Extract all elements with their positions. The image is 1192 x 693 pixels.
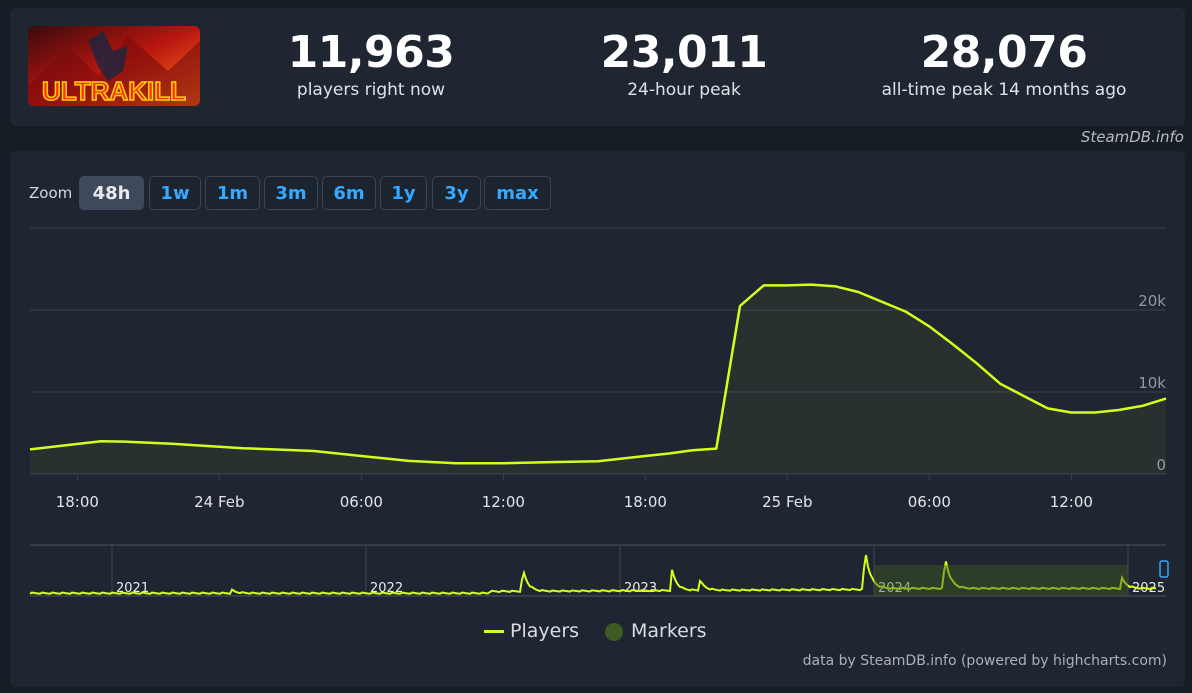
navigator-handle	[1159, 560, 1169, 578]
legend-players-swatch	[484, 630, 504, 633]
all-time-peak-label: all-time peak 14 months ago	[881, 80, 1127, 100]
game-logo-text: ULTRAKILL	[42, 76, 186, 106]
day-peak-value: 23,011	[600, 27, 768, 78]
zoom-label: Zoom	[29, 184, 73, 202]
x-tick-label: 12:00	[482, 493, 525, 511]
zoom-max-button[interactable]: max	[484, 176, 551, 210]
stats-panel: ULTRAKILL 11,963 players right now 23,01…	[10, 8, 1185, 126]
x-tick-label: 24 Feb	[194, 493, 244, 511]
legend-markers-label: Markers	[631, 620, 707, 642]
players-area	[30, 284, 1166, 474]
current-players-value: 11,963	[287, 27, 455, 78]
x-tick-label: 06:00	[908, 493, 951, 511]
zoom-1w-button[interactable]: 1w	[149, 176, 201, 210]
y-tick-label: 20k	[1138, 292, 1166, 310]
steamdb-credit[interactable]: SteamDB.info	[1080, 128, 1184, 146]
zoom-3y-button[interactable]: 3y	[432, 176, 481, 210]
player-count-chart[interactable]: 0 10k 20k 18:00 24 Feb 06:00 12:00 18:00 25 Feb 0…	[10, 151, 1185, 687]
day-peak-label: 24-hour peak	[627, 80, 741, 100]
game-logo[interactable]: ULTRAKILL	[28, 26, 200, 106]
legend-players-label: Players	[510, 620, 580, 642]
x-tick-label: 25 Feb	[762, 493, 812, 511]
legend-players[interactable]: Players	[484, 620, 579, 642]
players-line	[29, 283, 1167, 465]
x-tick-label: 06:00	[340, 493, 383, 511]
all-time-peak-value: 28,076	[920, 27, 1088, 78]
zoom-1y-button[interactable]: 1y	[380, 176, 427, 210]
legend-markers-swatch	[605, 622, 623, 641]
current-players-stat: 11,963 players right now	[221, 28, 521, 102]
zoom-6m-button[interactable]: 6m	[322, 176, 376, 210]
y-tick-label: 0	[1156, 456, 1166, 474]
navigator-year-label: 2023	[624, 581, 657, 596]
x-tick-label: 12:00	[1050, 493, 1093, 511]
zoom-48h-button[interactable]: 48h	[79, 176, 144, 210]
zoom-3m-button[interactable]: 3m	[264, 176, 318, 210]
highcharts-credit[interactable]: data by SteamDB.info (powered by highcha…	[802, 653, 1167, 669]
day-peak-stat: 23,011 24-hour peak	[534, 28, 834, 102]
game-logo-art: ULTRAKILL	[28, 26, 200, 106]
all-time-peak-stat: 28,076 all-time peak 14 months ago	[854, 28, 1154, 102]
x-tick-label: 18:00	[56, 493, 99, 511]
chart-panel: Zoom 48h 1w 1m 3m 6m 1y 3y max 0 10k 20k 18…	[10, 151, 1185, 687]
legend-markers[interactable]: Markers	[605, 620, 707, 642]
navigator-line	[29, 554, 1157, 595]
y-tick-label: 10k	[1138, 374, 1166, 392]
x-tick-label: 18:00	[624, 493, 667, 511]
zoom-1m-button[interactable]: 1m	[205, 176, 260, 210]
navigator-markers-band	[874, 565, 1128, 596]
current-players-label: players right now	[296, 80, 446, 100]
